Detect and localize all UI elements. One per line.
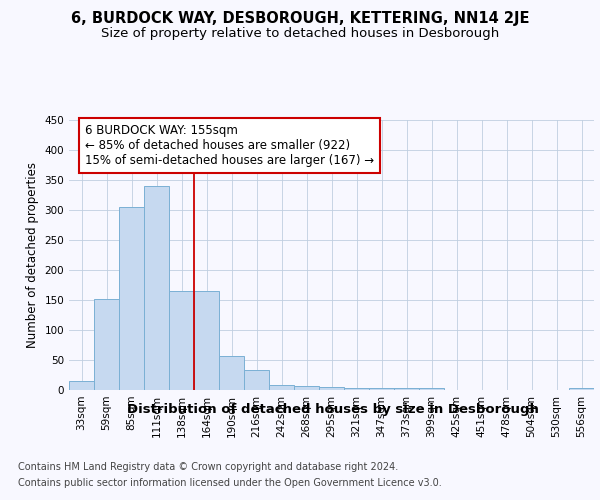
- Text: Distribution of detached houses by size in Desborough: Distribution of detached houses by size …: [127, 402, 539, 415]
- Bar: [419, 388, 444, 390]
- Bar: [194, 291, 219, 390]
- Bar: [219, 356, 244, 390]
- Bar: [69, 381, 94, 390]
- Text: Contains public sector information licensed under the Open Government Licence v3: Contains public sector information licen…: [18, 478, 442, 488]
- Y-axis label: Number of detached properties: Number of detached properties: [26, 162, 39, 348]
- Bar: [94, 299, 119, 390]
- Text: Contains HM Land Registry data © Crown copyright and database right 2024.: Contains HM Land Registry data © Crown c…: [18, 462, 398, 472]
- Text: 6 BURDOCK WAY: 155sqm
← 85% of detached houses are smaller (922)
15% of semi-det: 6 BURDOCK WAY: 155sqm ← 85% of detached …: [85, 124, 374, 167]
- Bar: [369, 388, 394, 390]
- Text: 6, BURDOCK WAY, DESBOROUGH, KETTERING, NN14 2JE: 6, BURDOCK WAY, DESBOROUGH, KETTERING, N…: [71, 11, 529, 26]
- Bar: [169, 291, 194, 390]
- Bar: [394, 388, 419, 390]
- Bar: [344, 388, 369, 390]
- Bar: [294, 386, 319, 390]
- Bar: [119, 207, 144, 390]
- Bar: [144, 186, 169, 390]
- Bar: [569, 388, 594, 390]
- Bar: [244, 370, 269, 390]
- Bar: [269, 384, 294, 390]
- Text: Size of property relative to detached houses in Desborough: Size of property relative to detached ho…: [101, 28, 499, 40]
- Bar: [319, 387, 344, 390]
